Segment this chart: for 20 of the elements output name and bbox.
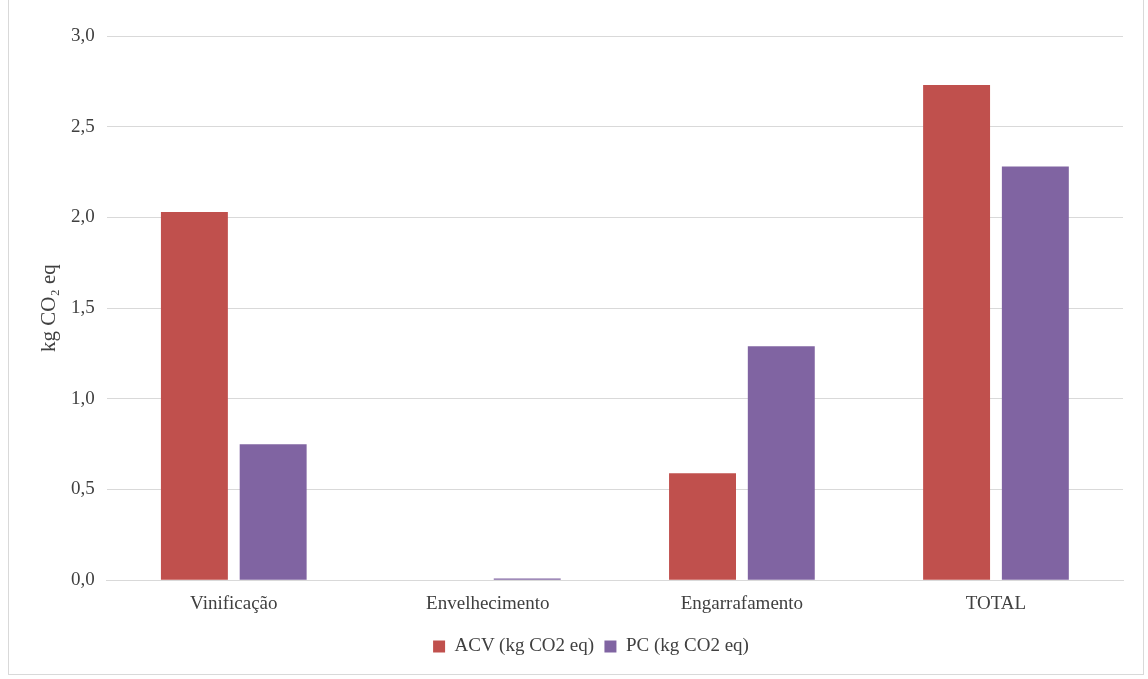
x-tick-label: Vinificação xyxy=(190,591,278,613)
bar xyxy=(923,84,991,580)
bar xyxy=(239,444,307,580)
x-tick-label: Engarrafamento xyxy=(680,591,804,613)
y-tick-label: 1,0 xyxy=(71,386,95,408)
bar xyxy=(1001,166,1069,580)
y-tick-label: 1,5 xyxy=(71,296,95,318)
y-tick-label: 2,5 xyxy=(71,114,95,136)
legend-label: ACV (kg CO2 eq) xyxy=(454,634,595,657)
legend-label: PC (kg CO2 eq) xyxy=(625,634,749,657)
y-tick-label: 2,0 xyxy=(71,205,95,227)
y-tick-label: 0,0 xyxy=(71,568,95,590)
bar xyxy=(160,211,228,580)
x-tick-label: TOTAL xyxy=(965,591,1027,613)
y-axis-title: kg CO₂ eq xyxy=(35,263,60,353)
x-tick-label: Envelhecimento xyxy=(426,591,550,613)
bar xyxy=(669,473,736,580)
y-tick-label: 3,0 xyxy=(71,23,95,45)
y-tick-label: 0,5 xyxy=(71,477,95,499)
bar xyxy=(747,346,815,580)
